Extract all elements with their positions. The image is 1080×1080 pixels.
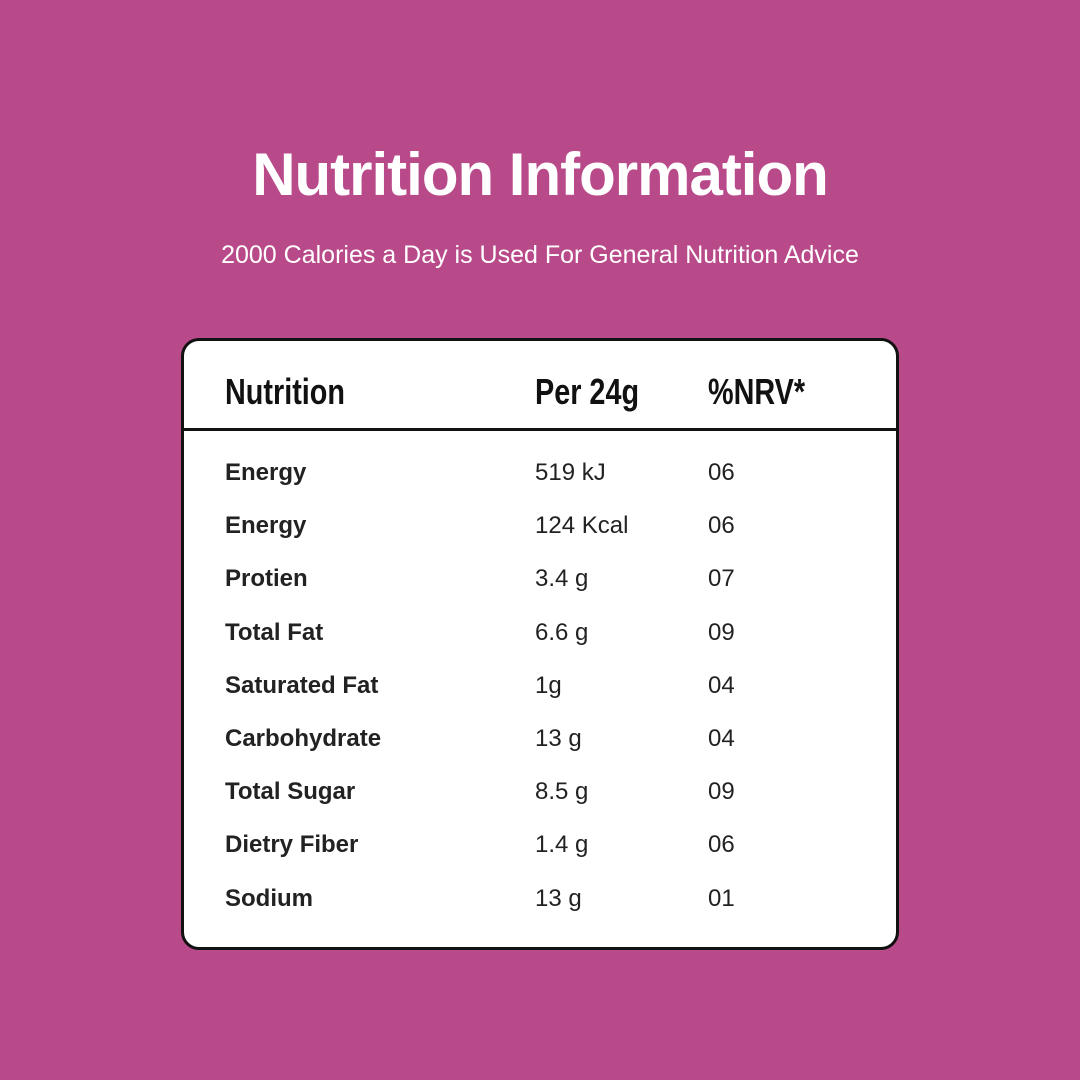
table-cell: 6.6 g: [535, 618, 589, 646]
table-cell: 07: [708, 565, 735, 593]
table-cell: Saturated Fat: [225, 671, 379, 699]
table-cell: 09: [708, 618, 735, 646]
table-cell: Dietry Fiber: [225, 831, 359, 859]
table-cell: 1g: [535, 671, 562, 699]
column-header: Per 24g: [535, 371, 640, 412]
table-cell: Sodium: [225, 884, 313, 912]
column-header: %NRV*: [708, 371, 806, 412]
table-cell: Energy: [225, 512, 307, 540]
subtitle: 2000 Calories a Day is Used For General …: [221, 241, 859, 269]
table-cell: 09: [708, 778, 735, 806]
table-cell: 06: [708, 831, 735, 859]
table-cell: 124 Kcal: [535, 512, 629, 540]
table-cell: Total Sugar: [225, 778, 356, 806]
title: Nutrition Information: [252, 141, 829, 208]
table-cell: Protien: [225, 565, 308, 593]
nutrition-table: Nutrition Per 24g %NRV* Energy 519 kJ 06 Energ…: [181, 338, 899, 950]
table-cell: Energy: [225, 459, 307, 486]
divider: [184, 428, 896, 431]
table-cell: 519 kJ: [535, 459, 606, 486]
table-cell: 04: [708, 725, 735, 752]
table-cell: Total Fat: [225, 618, 324, 646]
table-cell: 13 g: [535, 884, 582, 912]
table-cell: Carbohydrate: [225, 725, 382, 752]
table-cell: 8.5 g: [535, 778, 589, 806]
table-cell: 04: [708, 671, 735, 699]
table-cell: 1.4 g: [535, 831, 589, 859]
table-cell: 06: [708, 459, 735, 486]
table-cell: 3.4 g: [535, 565, 589, 593]
table-cell: 06: [708, 512, 735, 540]
table-cell: 13 g: [535, 725, 582, 752]
table-cell: 01: [708, 884, 735, 912]
column-header: Nutrition: [225, 371, 345, 412]
